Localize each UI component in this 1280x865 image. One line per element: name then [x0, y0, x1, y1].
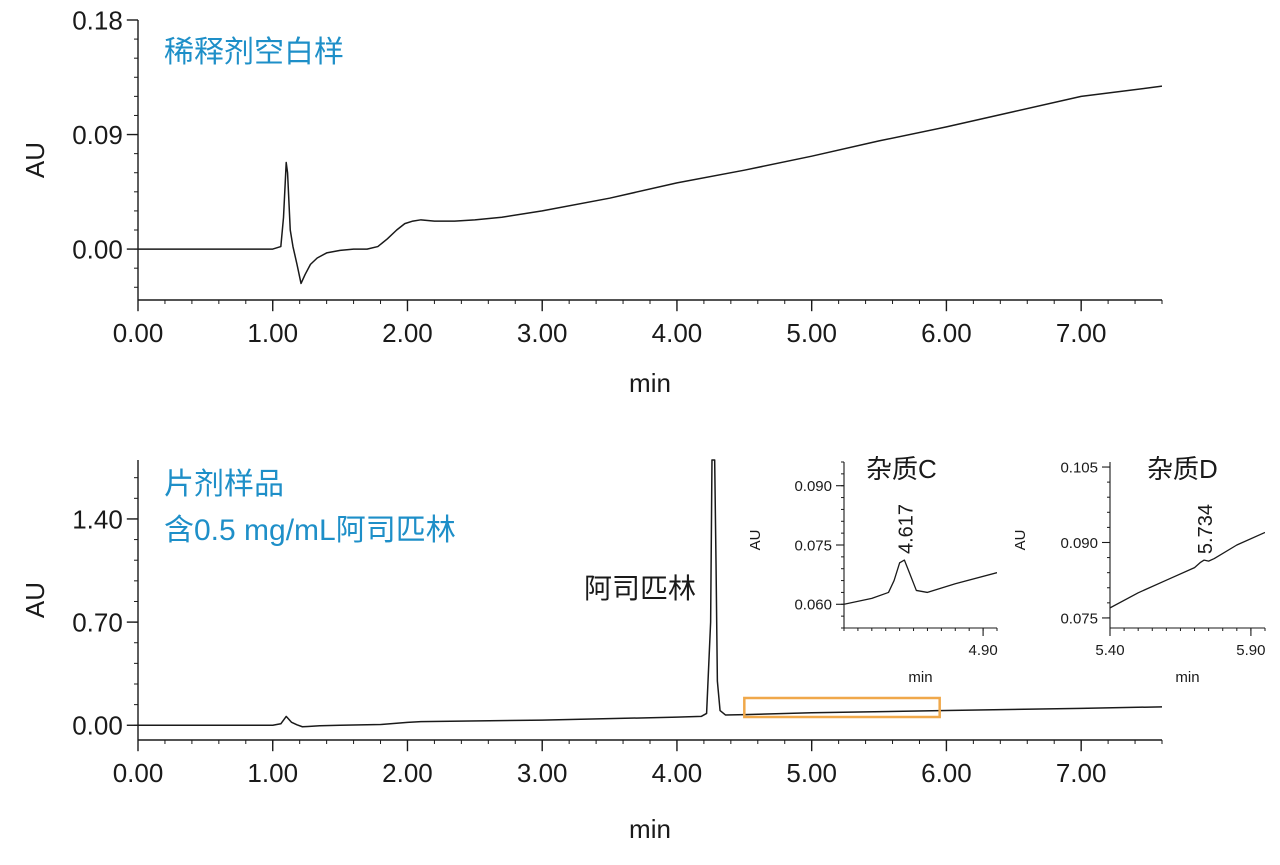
x-tick-label: 7.00 [1056, 758, 1107, 788]
sample-label-line-1: 片剂样品 [164, 468, 284, 501]
peak-retention-label: 5.734 [1195, 504, 1217, 554]
chromatogram-trace [1110, 531, 1265, 609]
peak-retention-label: 4.617 [895, 504, 917, 554]
x-tick-label: 7.00 [1056, 318, 1107, 348]
y-tick-label: 0.105 [1060, 459, 1098, 476]
y-tick-label: 0.090 [1060, 535, 1098, 552]
chart-4: 0.105 0.090 0.075 5.40 5.90 min AU 杂质D 5.734 [1012, 454, 1266, 686]
y-axis-label: AU [1012, 530, 1029, 551]
x-tick-label: 5.90 [1236, 642, 1265, 659]
y-tick-label: 0.00 [72, 711, 123, 741]
chart-1: 0.18 0.09 0.00 0.00 1.00 2.00 3.00 4.00 5.00 6.00… [20, 5, 1163, 398]
x-axis-label: min [629, 368, 671, 398]
x-tick-label: 0.00 [113, 758, 164, 788]
x-tick-label: 6.00 [921, 758, 972, 788]
y-tick-label: 0.09 [72, 120, 123, 150]
x-axis-label: min [1175, 669, 1199, 686]
aspirin-peak-label: 阿司匹林 [584, 573, 696, 604]
x-axis-label: min [908, 669, 932, 686]
x-tick-label: 2.00 [382, 758, 433, 788]
chromatogram-trace [138, 459, 1162, 728]
chromatogram-trace [844, 559, 997, 605]
chart-3: 0.090 0.075 0.060 4.90 min AU 杂质C 4.617 [747, 454, 998, 686]
x-tick-label: 4.00 [652, 318, 703, 348]
x-tick-label: 3.00 [517, 318, 568, 348]
x-tick-label: 1.00 [247, 758, 298, 788]
x-tick-label: 6.00 [921, 318, 972, 348]
y-axis-label: AU [747, 530, 764, 551]
chart-2: 1.40 0.70 0.00 0.00 1.00 2.00 3.00 4.00 5.00 6.00… [20, 459, 1163, 844]
y-tick-label: 0.075 [1060, 610, 1098, 627]
chromatogram-trace [138, 85, 1162, 285]
y-tick-label: 0.075 [794, 537, 832, 554]
y-tick-label: 1.40 [72, 504, 123, 534]
x-tick-label: 5.00 [786, 758, 837, 788]
sample-label-line-2: 含0.5 mg/mL阿司匹林 [164, 514, 456, 547]
x-tick-label: 3.00 [517, 758, 568, 788]
y-tick-label: 0.70 [72, 607, 123, 637]
x-tick-label: 5.40 [1095, 642, 1124, 659]
y-tick-label: 0.060 [794, 597, 832, 614]
y-axis-label: AU [20, 582, 50, 618]
y-tick-label: 0.090 [794, 478, 832, 495]
x-axis-label: min [629, 814, 671, 844]
y-tick-label: 0.18 [72, 5, 123, 35]
x-tick-label: 4.00 [652, 758, 703, 788]
x-tick-label: 1.00 [247, 318, 298, 348]
inset-title-impurity-d: 杂质D [1147, 454, 1218, 484]
x-tick-label: 5.00 [786, 318, 837, 348]
inset-title-impurity-c: 杂质C [866, 454, 937, 484]
x-tick-label: 2.00 [382, 318, 433, 348]
x-tick-label: 0.00 [113, 318, 164, 348]
sample-label: 稀释剂空白样 [164, 36, 344, 69]
y-tick-label: 0.00 [72, 234, 123, 264]
zoom-region-box [743, 696, 941, 719]
x-tick-label: 4.90 [968, 642, 997, 659]
y-axis-label: AU [20, 142, 50, 178]
